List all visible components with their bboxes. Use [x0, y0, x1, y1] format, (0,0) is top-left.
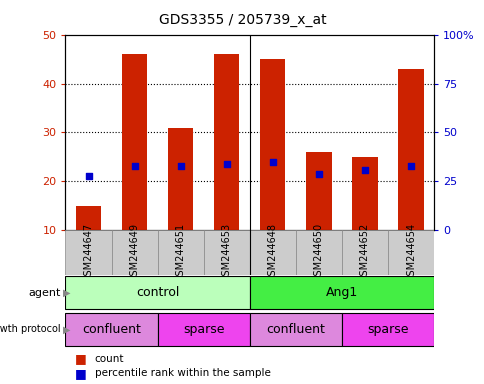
Text: percentile rank within the sample: percentile rank within the sample — [94, 368, 270, 378]
Point — [406, 163, 414, 169]
Bar — [65, 276, 249, 309]
Text: confluent: confluent — [82, 323, 141, 336]
Bar — [259, 59, 285, 230]
Text: agent: agent — [28, 288, 61, 298]
Text: GSM244649: GSM244649 — [129, 223, 139, 282]
Bar — [157, 313, 249, 346]
Point — [130, 163, 138, 169]
Bar — [295, 230, 341, 275]
Bar — [351, 157, 377, 230]
Bar — [76, 206, 101, 230]
Bar — [249, 276, 433, 309]
Bar — [387, 230, 433, 275]
Text: confluent: confluent — [266, 323, 325, 336]
Point — [222, 161, 230, 167]
Text: GSM244647: GSM244647 — [83, 223, 93, 282]
Bar — [397, 69, 423, 230]
Bar — [167, 127, 193, 230]
Text: GSM244652: GSM244652 — [359, 223, 369, 282]
Bar — [111, 230, 157, 275]
Bar — [121, 54, 147, 230]
Bar — [213, 54, 239, 230]
Text: GSM244653: GSM244653 — [221, 223, 231, 282]
Point — [268, 159, 276, 165]
Point — [314, 170, 322, 177]
Bar — [305, 152, 331, 230]
Point — [84, 172, 92, 179]
Text: ▶: ▶ — [63, 324, 70, 334]
Bar — [249, 313, 341, 346]
Text: count: count — [94, 354, 124, 364]
Text: growth protocol: growth protocol — [0, 324, 60, 334]
Bar — [65, 313, 157, 346]
Text: GDS3355 / 205739_x_at: GDS3355 / 205739_x_at — [158, 13, 326, 27]
Text: ▶: ▶ — [63, 288, 70, 298]
Text: GSM244654: GSM244654 — [405, 223, 415, 282]
Bar — [157, 230, 203, 275]
Point — [176, 163, 184, 169]
Text: Ang1: Ang1 — [325, 286, 357, 299]
Text: sparse: sparse — [182, 323, 224, 336]
Text: sparse: sparse — [366, 323, 408, 336]
Bar — [341, 230, 387, 275]
Text: ■: ■ — [75, 353, 87, 366]
Text: ■: ■ — [75, 367, 87, 380]
Bar — [203, 230, 249, 275]
Text: GSM244648: GSM244648 — [267, 223, 277, 282]
Bar — [249, 230, 295, 275]
Text: GSM244651: GSM244651 — [175, 223, 185, 282]
Point — [360, 167, 368, 173]
Bar — [341, 313, 433, 346]
Text: GSM244650: GSM244650 — [313, 223, 323, 282]
Text: control: control — [136, 286, 179, 299]
Bar — [65, 230, 111, 275]
